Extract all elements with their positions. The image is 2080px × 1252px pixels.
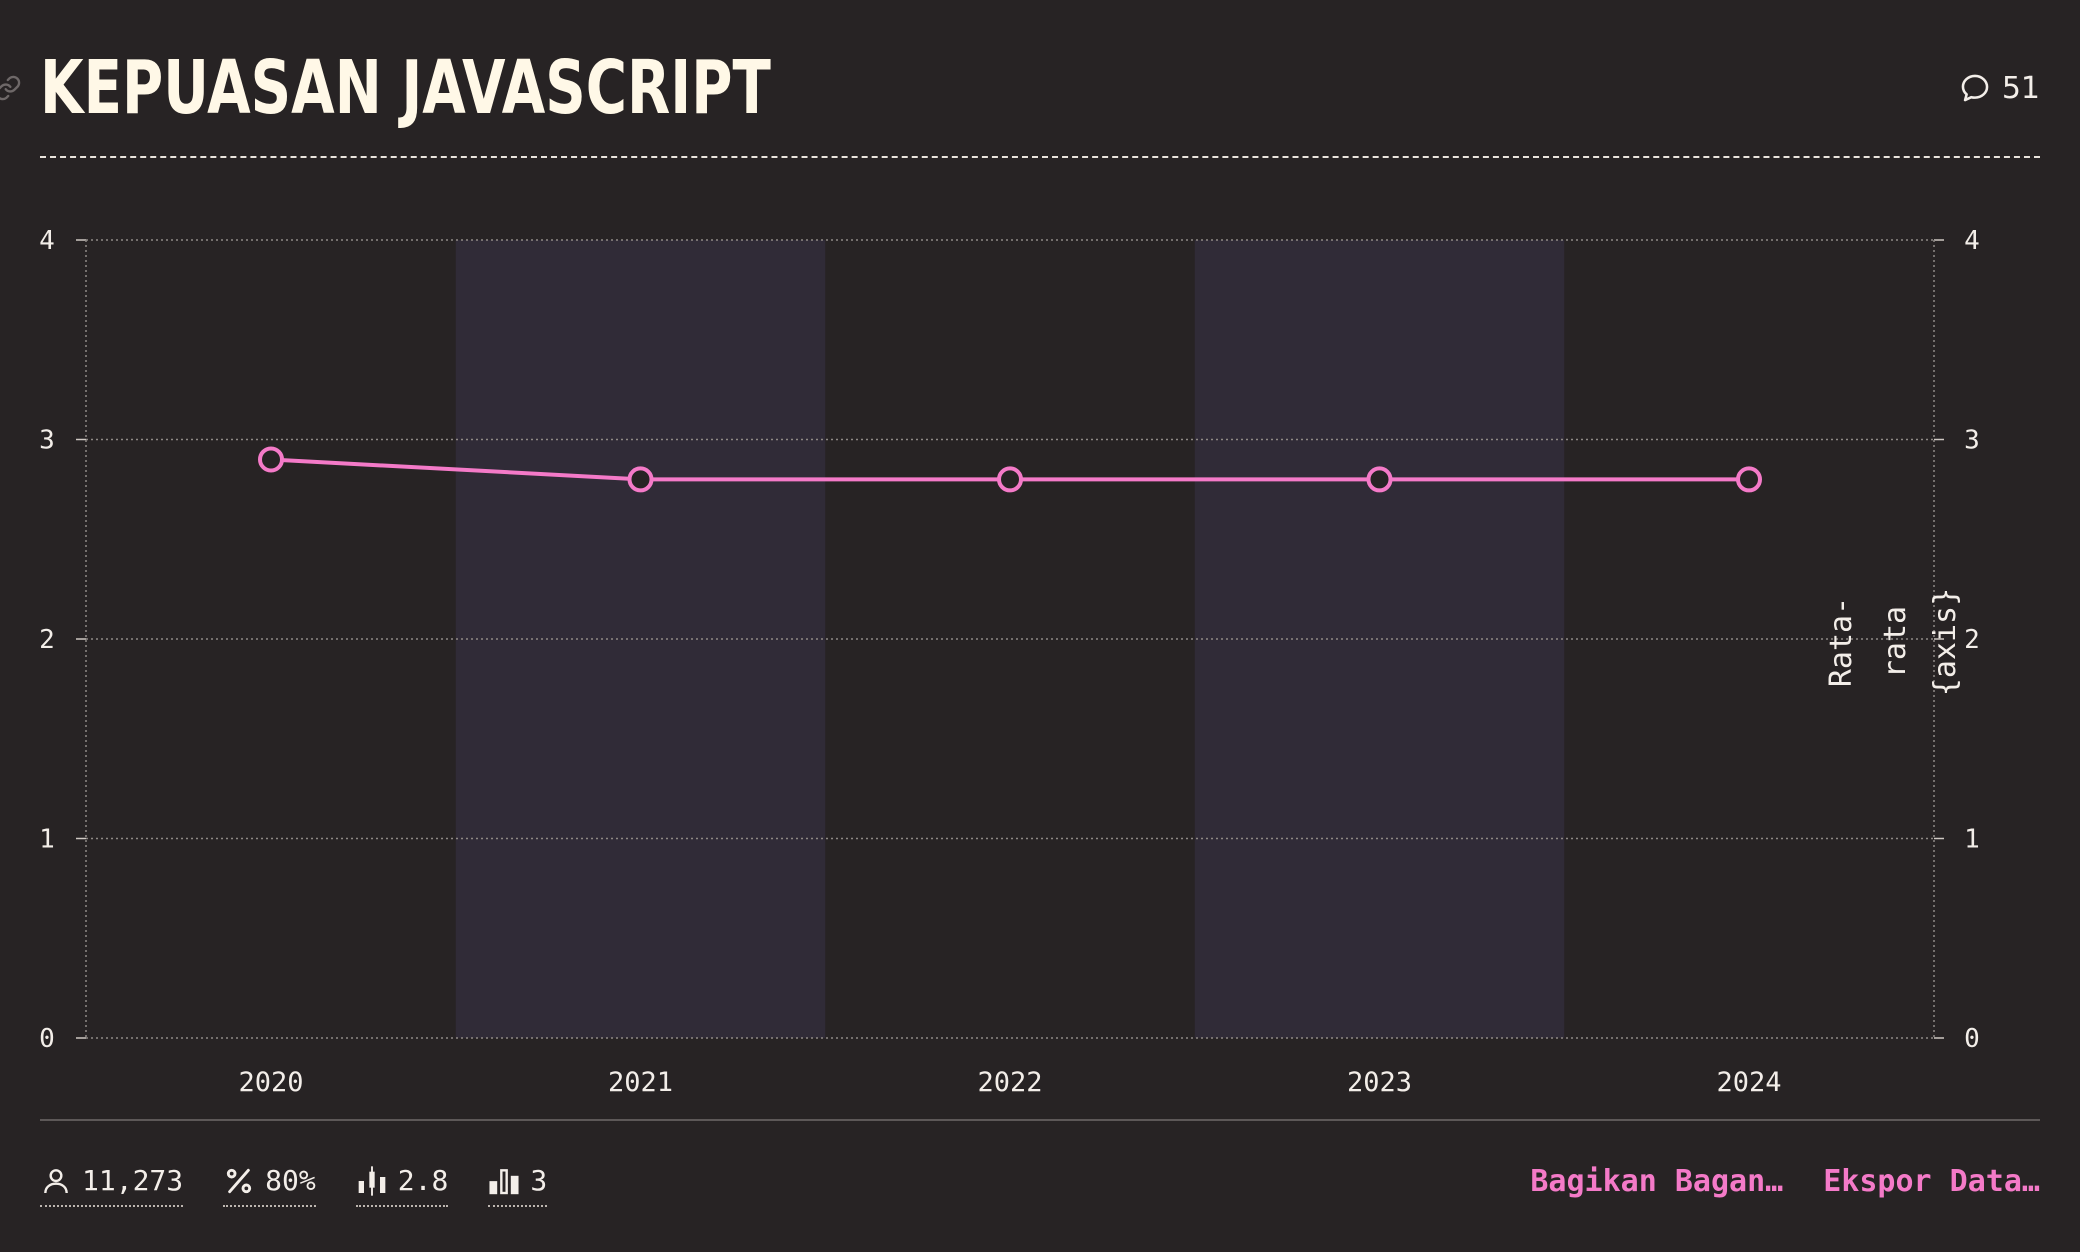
chart-actions: Bagikan Bagan… Ekspor Data… — [1530, 1164, 2040, 1199]
speech-bubble-icon — [1961, 74, 1989, 102]
y-tick-label-right-2: 2 — [1964, 625, 1980, 655]
stat-score-value: 3 — [530, 1164, 548, 1197]
comment-count: 51 — [2001, 70, 2040, 106]
x-tick-label-2021: 2021 — [608, 1067, 673, 1098]
share-chart-link[interactable]: Bagikan Bagan… — [1530, 1164, 1784, 1199]
stat-percentage[interactable]: 80% — [223, 1164, 316, 1207]
y-axis-right-label-line-3: {axis} — [1928, 588, 1963, 696]
y-tick-label-4: 4 — [39, 226, 55, 256]
candlestick-icon — [358, 1165, 386, 1196]
data-point-2021 — [627, 466, 654, 493]
stat-respondents[interactable]: 11,273 — [40, 1164, 184, 1207]
stat-percentage-value: 80% — [265, 1164, 316, 1197]
line-chart: 0 1 2 3 4 0 1 2 3 4 2020 2021 2022 2023 2024 Rata-ra… — [39, 226, 1980, 1098]
x-axis: 2020 2021 2022 2023 2024 — [238, 1067, 1781, 1098]
export-data-link[interactable]: Ekspor Data… — [1823, 1164, 2040, 1199]
footer-divider — [40, 1119, 2040, 1121]
y-tick-label-right-0: 0 — [1964, 1024, 1980, 1054]
axes — [85, 240, 1935, 1038]
y-axis-right-label: Rata-rata {axis} — [1824, 588, 1963, 696]
y-tick-label-right-3: 3 — [1964, 426, 1980, 456]
y-tick-label-1: 1 — [39, 825, 55, 855]
y-axis-left: 0 1 2 3 4 — [39, 226, 55, 1054]
data-point-2024 — [1736, 466, 1762, 493]
header-divider — [40, 156, 2040, 158]
y-axis-right-label-line-1: Rata- — [1824, 597, 1859, 687]
link-icon[interactable] — [0, 74, 22, 102]
stat-score[interactable]: 3 — [488, 1164, 548, 1207]
stats-bar: 11,273 80% 2.8 3 — [40, 1164, 548, 1207]
y-axis-right-label-line-2: rata — [1878, 606, 1913, 678]
y-tick-label-3: 3 — [39, 426, 55, 456]
data-point-2023 — [1366, 466, 1393, 493]
band-2023 — [1194, 240, 1565, 1038]
percent-icon — [227, 1168, 252, 1193]
chart-title: KEPUASAN JAVASCRIPT — [40, 45, 771, 131]
comments-button[interactable]: 51 — [1958, 68, 2040, 108]
y-tick-label-right-4: 4 — [1964, 226, 1980, 256]
gridlines — [76, 239, 1944, 1039]
x-tick-label-2023: 2023 — [1347, 1067, 1412, 1098]
data-point-2020 — [258, 446, 284, 473]
stat-average-value: 2.8 — [397, 1164, 449, 1197]
stat-respondents-value: 11,273 — [82, 1164, 184, 1197]
y-tick-label-right-1: 1 — [1964, 825, 1980, 855]
series-layer — [258, 446, 1762, 493]
x-tick-label-2024: 2024 — [1716, 1067, 1781, 1098]
bar-chart-icon — [489, 1168, 519, 1194]
y-tick-label-0: 0 — [39, 1024, 55, 1054]
x-tick-label-2022: 2022 — [977, 1067, 1042, 1098]
y-tick-label-2: 2 — [39, 625, 55, 655]
stat-average[interactable]: 2.8 — [355, 1164, 449, 1207]
data-point-2022 — [997, 466, 1023, 493]
x-tick-label-2020: 2020 — [238, 1067, 303, 1098]
user-icon — [44, 1168, 68, 1193]
y-axis-right: 0 1 2 3 4 — [1964, 226, 1980, 1054]
